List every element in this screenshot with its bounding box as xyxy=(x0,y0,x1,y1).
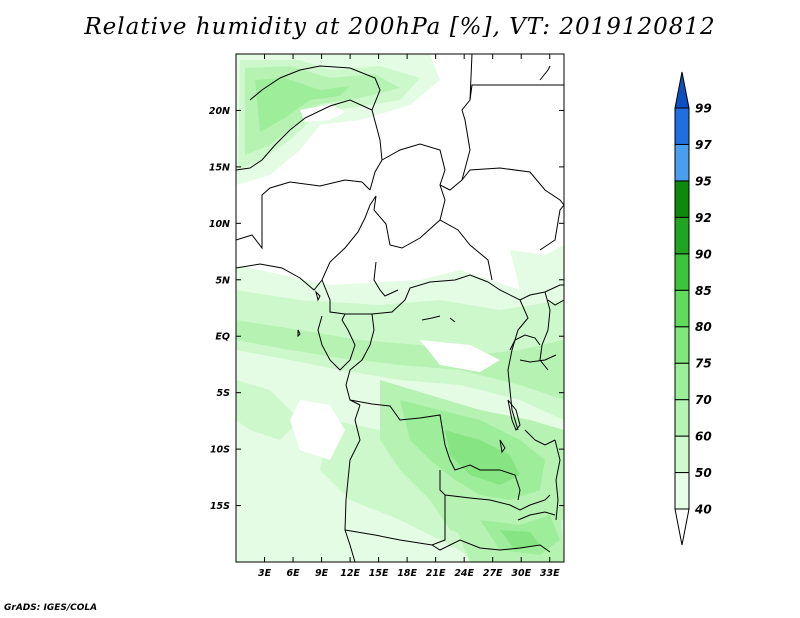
colorbar-level-label: 40 xyxy=(694,503,712,517)
lon-tick-label: 6E xyxy=(286,568,300,579)
colorbar-level-label: 90 xyxy=(695,247,712,261)
lon-tick-label: 15E xyxy=(369,568,389,579)
colorbar-swatch xyxy=(674,472,690,510)
lat-tick-label: 15S xyxy=(210,501,230,512)
colorbar-level-label: 99 xyxy=(695,102,712,116)
lat-tick-label: 10N xyxy=(209,219,230,230)
colorbar-level-label: 60 xyxy=(695,430,712,444)
colorbar-level-label: 97 xyxy=(695,138,712,152)
colorbar-swatch xyxy=(674,107,690,145)
lat-tick-label: 15N xyxy=(209,162,230,173)
colorbar-level-label: 92 xyxy=(695,211,712,225)
colorbar-swatch xyxy=(674,143,690,182)
country-boundaries xyxy=(236,54,564,562)
lon-tick-label: 9E xyxy=(315,568,329,579)
colorbar-swatch xyxy=(674,435,690,474)
lon-tick-label: 24E xyxy=(454,568,474,579)
colorbar-level-label: 95 xyxy=(695,174,712,188)
colorbar-swatch xyxy=(674,216,690,255)
lon-tick-label: 33E xyxy=(540,568,560,579)
lon-tick-label: 21E xyxy=(426,568,446,579)
colorbar-lower-extension xyxy=(674,508,690,546)
colorbar-swatch xyxy=(674,399,690,437)
chart-title: Relative humidity at 200hPa [%], VT: 201… xyxy=(84,14,716,40)
humidity-field xyxy=(236,54,564,562)
longitude-axis: 3E 6E 9E 12E 15E 18E 21E 24E 27E 30E 33E xyxy=(258,54,560,579)
map-frame xyxy=(235,53,565,563)
lat-tick-label: EQ xyxy=(215,332,230,343)
latitude-axis: 20N 15N 10N 5N EQ 5S 10S 15S xyxy=(209,106,564,512)
lat-tick-label: 5S xyxy=(217,388,231,399)
rh-below-40-area xyxy=(250,104,500,460)
colorbar: 40 50 60 70 75 80 85 90 92 95 97 99 xyxy=(674,71,712,546)
lon-tick-label: 30E xyxy=(511,568,531,579)
lat-tick-label: 5N xyxy=(215,275,230,286)
lon-tick-label: 18E xyxy=(397,568,417,579)
lon-tick-label: 3E xyxy=(258,568,272,579)
colorbar-swatch xyxy=(674,253,690,291)
colorbar-swatch xyxy=(674,289,690,328)
colorbar-level-label: 80 xyxy=(695,320,712,334)
rh-75-80-area xyxy=(445,430,540,550)
lon-tick-label: 27E xyxy=(483,568,503,579)
colorbar-upper-extension xyxy=(674,71,690,109)
colorbar-swatch xyxy=(674,362,690,401)
colorbar-level-label: 75 xyxy=(695,357,712,371)
grads-credit: GrADS: IGES/COLA xyxy=(4,603,98,613)
lat-tick-label: 20N xyxy=(209,106,230,117)
lon-tick-label: 12E xyxy=(340,568,360,579)
colorbar-level-label: 70 xyxy=(695,393,712,407)
colorbar-level-label: 85 xyxy=(695,284,712,298)
colorbar-swatch xyxy=(674,180,690,218)
colorbar-swatch xyxy=(674,326,690,364)
lat-tick-label: 10S xyxy=(210,445,230,456)
colorbar-level-label: 50 xyxy=(695,466,712,480)
